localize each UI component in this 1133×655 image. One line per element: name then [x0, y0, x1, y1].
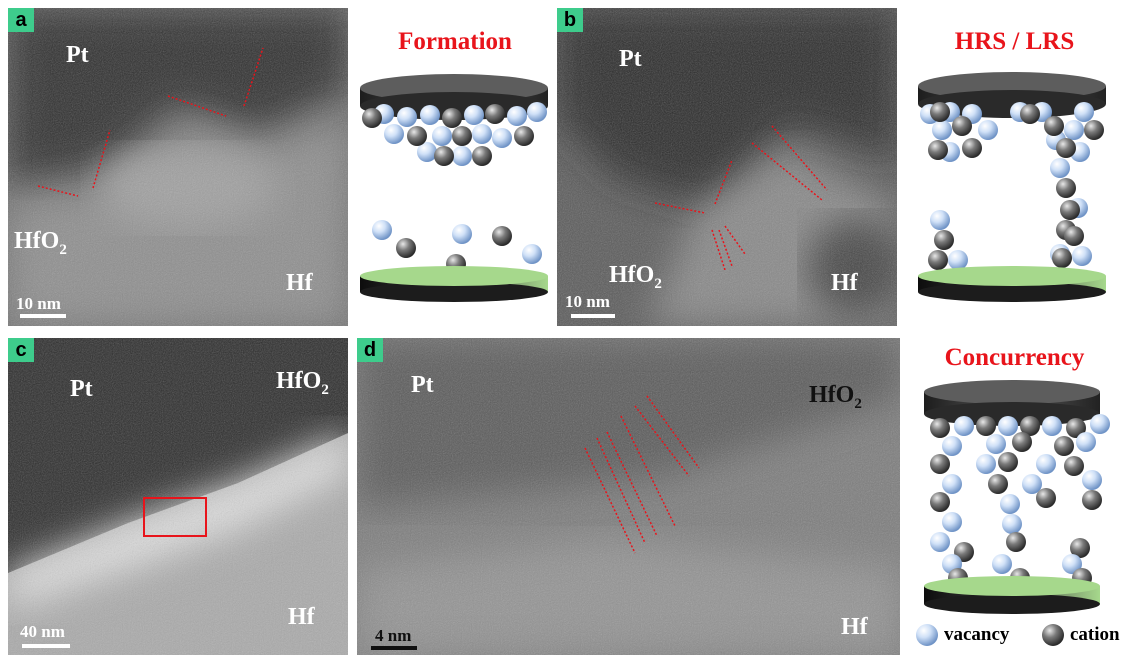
panel-label-b: b	[557, 8, 583, 32]
legend-cation-label: cation	[1070, 624, 1120, 645]
legend-vacancy-icon	[916, 624, 938, 646]
hf-label: Hf	[841, 614, 868, 640]
pt-label: Pt	[411, 372, 434, 398]
tem-image-b	[557, 8, 897, 326]
pt-label: Pt	[619, 46, 642, 72]
zoom-box	[143, 497, 207, 537]
formation-title: Formation	[398, 28, 512, 55]
concurrency-schematic	[924, 380, 1110, 614]
hf-label: Hf	[286, 270, 313, 296]
cation-cluster	[362, 104, 534, 166]
tem-image-d	[357, 338, 900, 655]
scale-bar-label: 4 nm	[375, 626, 412, 645]
legend-cation-icon	[1042, 624, 1064, 646]
tem-panel-d: d Pt HfO2 Hf 4 nm	[357, 338, 900, 655]
scale-bar	[22, 644, 70, 648]
scale-bar	[571, 314, 615, 318]
scale-bar-label: 40 nm	[20, 622, 65, 641]
tem-image-a	[8, 8, 348, 326]
tem-panel-a: a Pt HfO2 Hf 10 nm	[8, 8, 348, 326]
hfo2-label: HfO2	[276, 368, 329, 398]
scale-bar	[20, 314, 66, 318]
hfo2-label: HfO2	[809, 382, 862, 412]
hfo2-label: HfO2	[609, 262, 662, 292]
legend-vacancy-label: vacancy	[944, 624, 1010, 645]
scale-bar-label: 10 nm	[16, 294, 61, 313]
tem-panel-b: b Pt HfO2 Hf 10 nm	[557, 8, 897, 326]
pt-label: Pt	[70, 376, 93, 402]
pt-label: Pt	[66, 42, 89, 68]
formation-schematic	[360, 74, 548, 302]
scale-bar	[371, 646, 417, 650]
hf-label: Hf	[831, 270, 858, 296]
scale-bar-label: 10 nm	[565, 292, 610, 311]
hrs-lrs-schematic	[918, 72, 1106, 302]
vacancy-cluster	[374, 102, 547, 166]
concurrency-title: Concurrency	[944, 344, 1085, 371]
hfo2-label: HfO2	[14, 228, 67, 258]
hrs-lrs-title: HRS / LRS	[954, 28, 1075, 55]
panel-label-c: c	[8, 338, 34, 362]
panel-label-a: a	[8, 8, 34, 32]
tem-image-c	[8, 338, 348, 655]
hf-label: Hf	[288, 604, 315, 630]
tem-panel-c: c Pt HfO2 Hf 40 nm	[8, 338, 348, 655]
panel-label-d: d	[357, 338, 383, 362]
